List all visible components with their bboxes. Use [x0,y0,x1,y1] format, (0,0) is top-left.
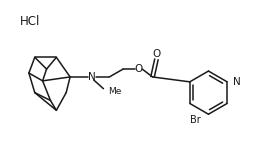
Text: Br: Br [189,115,200,125]
Text: O: O [134,64,142,74]
Text: HCl: HCl [20,15,40,28]
Text: O: O [152,49,160,59]
Text: N: N [87,72,95,82]
Text: N: N [232,77,240,87]
Text: Me: Me [108,87,121,96]
